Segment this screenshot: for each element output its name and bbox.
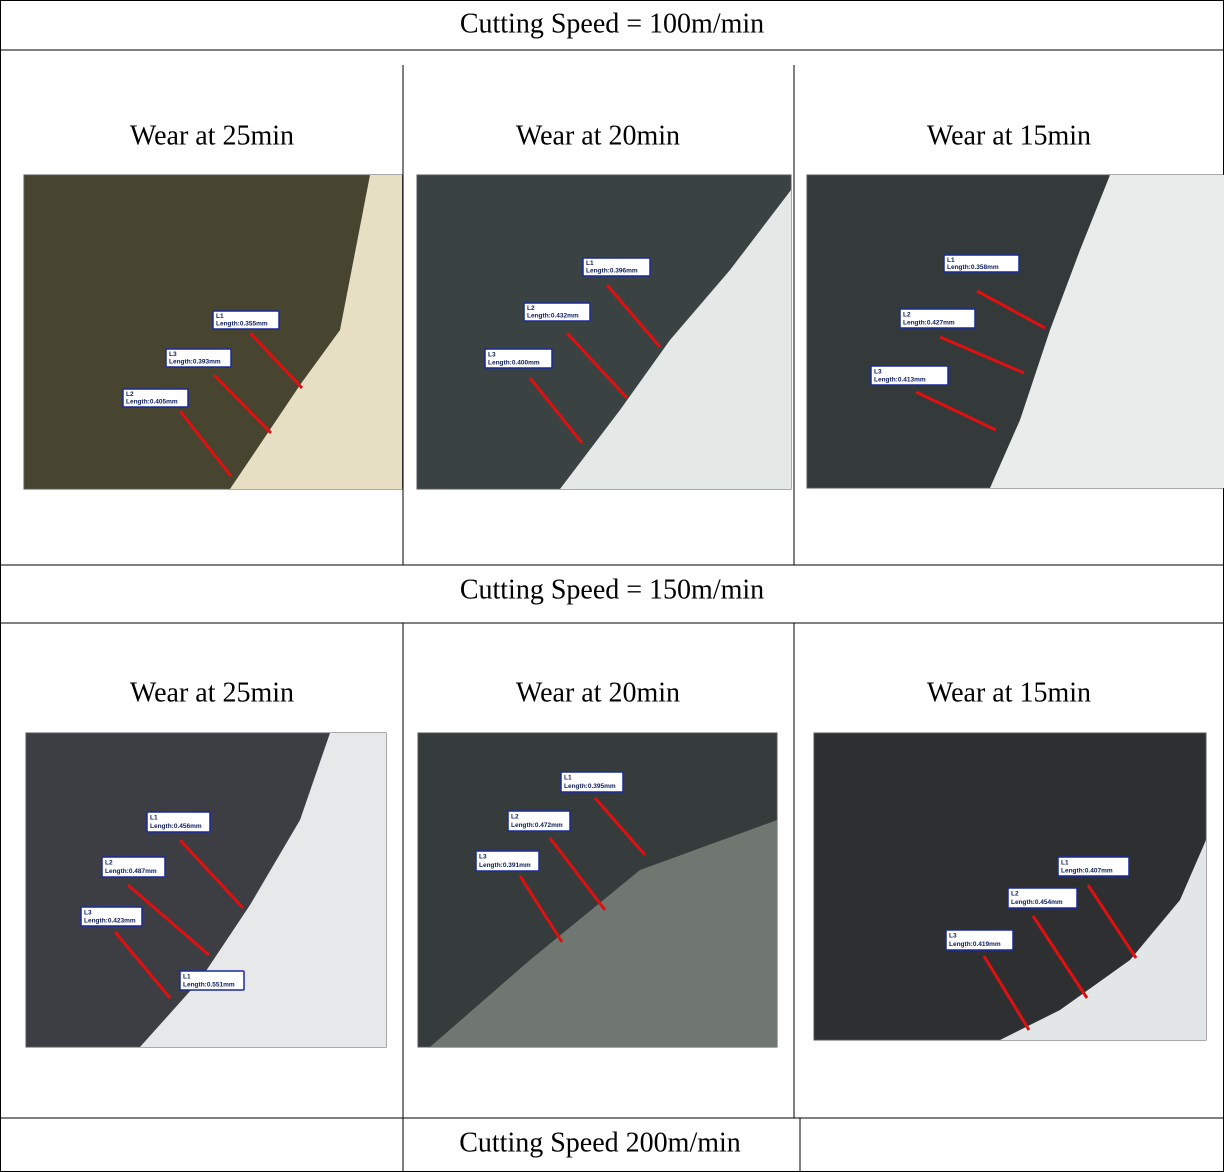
measure-label-box (101, 856, 166, 878)
measure-label-box (212, 310, 280, 330)
measure-label-box (507, 810, 571, 832)
measure-length: Length:0.395mm (564, 783, 616, 790)
measure-length: Length:0.396mm (586, 268, 638, 275)
measure-label-box (945, 929, 1014, 951)
measure-label-box (582, 257, 651, 277)
measure-label-box (899, 308, 976, 329)
measure-name: L2 (1011, 891, 1019, 898)
measure-length: Length:0.427mm (903, 319, 955, 326)
measure-name: L3 (84, 909, 92, 916)
measure-line (212, 373, 273, 435)
measure-line (1031, 915, 1089, 999)
measure-name: L1 (1061, 859, 1069, 866)
measure-line (982, 955, 1031, 1031)
measure-line (1086, 884, 1138, 959)
measure-line (178, 410, 233, 477)
measure-label-box (122, 388, 189, 408)
measure-name: L1 (183, 973, 191, 980)
measure-name: L1 (564, 775, 572, 782)
workpiece-region (990, 175, 1224, 488)
measure-line (518, 875, 564, 943)
measure-length: Length:0.456mm (150, 823, 202, 830)
measure-label-box (523, 302, 591, 322)
section-heading: Cutting Speed 200m/min (459, 1127, 741, 1158)
measure-length: Length:0.423mm (84, 917, 136, 924)
measure-name: L3 (488, 351, 496, 358)
measure-length: Length:0.355mm (216, 321, 268, 328)
measure-length: Length:0.358mm (947, 264, 999, 271)
measure-name: L3 (479, 854, 487, 861)
measure-label-box (165, 348, 232, 368)
measure-line (528, 377, 584, 444)
panel-caption: Wear at 20min (516, 120, 680, 151)
measure-name: L3 (169, 351, 177, 358)
measure-name: L1 (216, 313, 224, 320)
measure-line (565, 331, 629, 400)
workpiece-region (430, 820, 777, 1047)
measure-line (915, 390, 997, 432)
workpiece-region (140, 733, 386, 1047)
measure-line (248, 331, 304, 390)
measure-line (127, 883, 210, 957)
measure-line (939, 335, 1025, 375)
workpiece-region (1000, 840, 1206, 1040)
measure-label-box (179, 970, 245, 991)
measure-length: Length:0.413mm (874, 376, 926, 383)
workpiece-region (560, 190, 791, 489)
measure-label-box (80, 906, 143, 927)
measure-line (593, 797, 647, 856)
measure-length: Length:0.472mm (511, 822, 563, 829)
measure-label-box (943, 254, 1020, 273)
measure-name: L2 (903, 311, 911, 318)
measure-length: Length:0.400mm (488, 359, 540, 366)
panel-caption: Wear at 15min (927, 120, 1091, 151)
panel-caption: Wear at 15min (927, 677, 1091, 708)
measure-line (605, 284, 662, 348)
measure-length: Length:0.454mm (1011, 899, 1063, 906)
section-heading: Cutting Speed = 150m/min (460, 574, 764, 605)
measure-label-box (1057, 856, 1130, 877)
measure-label-box (475, 850, 540, 872)
measure-label-box (1007, 887, 1078, 909)
measure-length: Length:0.551mm (183, 981, 235, 988)
measure-length: Length:0.419mm (949, 941, 1001, 948)
measure-label-box (870, 365, 949, 386)
measure-length: Length:0.393mm (169, 359, 221, 366)
measure-line (548, 837, 607, 911)
measure-name: L3 (874, 368, 882, 375)
measure-name: L1 (150, 815, 158, 822)
measure-line (178, 838, 245, 910)
measure-line (113, 931, 172, 999)
measure-length: Length:0.487mm (105, 868, 157, 875)
panel-caption: Wear at 20min (516, 677, 680, 708)
measure-line (976, 289, 1046, 330)
workpiece-region (230, 175, 402, 489)
measure-name: L2 (527, 305, 535, 312)
measure-name: L2 (511, 814, 519, 821)
section-heading: Cutting Speed = 100m/min (460, 8, 764, 39)
micrograph: L1Length:0.456mmL2Length:0.487mmL3Length… (25, 732, 387, 1048)
measure-name: L2 (105, 860, 113, 867)
measure-name: L1 (947, 257, 955, 264)
measure-name: L2 (126, 391, 134, 398)
measure-length: Length:0.405mm (126, 399, 178, 406)
measure-name: L3 (949, 933, 957, 940)
measure-label-box (146, 811, 211, 833)
measure-name: L1 (586, 260, 594, 267)
measure-label-box (484, 348, 553, 369)
measure-length: Length:0.407mm (1061, 867, 1113, 874)
panel-caption: Wear at 25min (130, 677, 294, 708)
panel-caption: Wear at 25min (130, 120, 294, 151)
measure-length: Length:0.432mm (527, 313, 579, 320)
measure-length: Length:0.391mm (479, 862, 531, 869)
measure-label-box (560, 771, 624, 793)
